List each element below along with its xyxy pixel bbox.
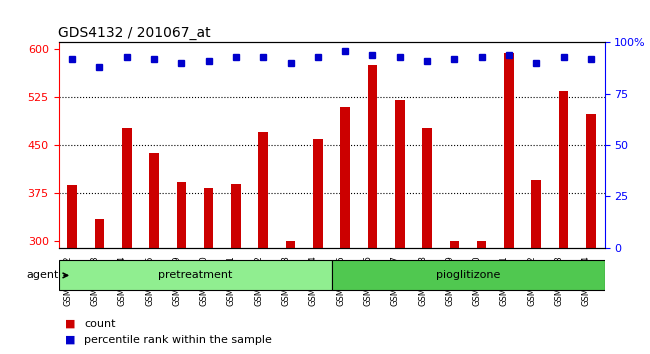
Bar bbox=[313, 139, 322, 248]
Bar bbox=[204, 188, 213, 248]
Bar bbox=[122, 128, 131, 248]
Text: GDS4132 / 201067_at: GDS4132 / 201067_at bbox=[58, 26, 211, 40]
Bar bbox=[450, 241, 459, 248]
Text: ■: ■ bbox=[65, 319, 75, 329]
Text: agent: agent bbox=[26, 270, 68, 280]
Bar bbox=[95, 219, 104, 248]
Bar bbox=[177, 182, 186, 248]
Bar bbox=[341, 107, 350, 248]
Bar bbox=[259, 132, 268, 248]
Bar bbox=[395, 100, 404, 248]
Text: pioglitizone: pioglitizone bbox=[436, 270, 500, 280]
Bar bbox=[286, 241, 295, 248]
Bar bbox=[368, 65, 377, 248]
FancyBboxPatch shape bbox=[332, 260, 604, 290]
Bar bbox=[504, 53, 514, 248]
Bar bbox=[150, 153, 159, 248]
Bar bbox=[477, 241, 486, 248]
Text: pretreatment: pretreatment bbox=[158, 270, 232, 280]
Bar bbox=[559, 91, 568, 248]
Bar bbox=[586, 114, 595, 248]
Bar bbox=[231, 184, 240, 248]
Bar bbox=[422, 129, 432, 248]
Text: count: count bbox=[84, 319, 116, 329]
Bar bbox=[532, 181, 541, 248]
Bar bbox=[68, 185, 77, 248]
Text: percentile rank within the sample: percentile rank within the sample bbox=[84, 335, 272, 345]
Text: ■: ■ bbox=[65, 335, 75, 345]
FancyBboxPatch shape bbox=[58, 260, 332, 290]
